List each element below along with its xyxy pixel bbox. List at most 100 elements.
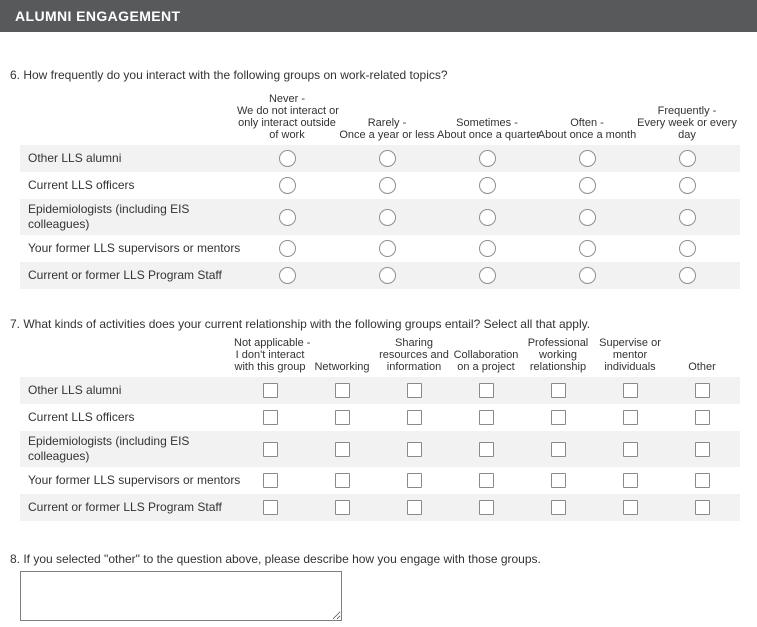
q6-row-current-lls-officers: Current LLS officers [20,172,740,199]
q7-option-cell [306,441,378,457]
checkbox-option[interactable] [262,410,278,425]
radio-option[interactable] [478,240,496,257]
checkbox-option[interactable] [550,410,566,425]
checkbox-option[interactable] [406,441,422,457]
q7-option-cell [594,473,666,488]
q6-column-header-sometimes: Sometimes - About once a quarter [437,117,540,141]
q6-option-cell [437,208,537,226]
checkbox-option[interactable] [406,473,422,488]
q6-column-headers: Never - We do not interact or only inter… [20,93,740,145]
q6-option-cell [537,208,637,226]
radio-option[interactable] [678,240,696,257]
row-label: Current LLS officers [28,178,135,192]
radio-option[interactable] [678,150,696,167]
checkbox-option[interactable] [694,410,710,425]
q6-option-cell [637,150,737,167]
checkbox-option[interactable] [262,383,278,398]
checkbox-option[interactable] [334,500,350,515]
q7-option-cell [378,473,450,488]
q7-option-cell [666,473,738,488]
q7-column-header-supervise: Supervise or mentor individuals [599,337,661,373]
q7-row-epidemiologists: Epidemiologists (including EIS colleague… [20,431,740,467]
q6-option-cell [337,177,437,194]
checkbox-option[interactable] [622,500,638,515]
radio-option[interactable] [378,177,396,194]
radio-option[interactable] [378,208,396,226]
radio-option[interactable] [578,150,596,167]
question-7-text: 7. What kinds of activities does your cu… [10,317,591,331]
radio-option[interactable] [578,208,596,226]
q7-row-current-lls-officers: Current LLS officers [20,404,740,431]
checkbox-option[interactable] [694,473,710,488]
checkbox-option[interactable] [550,383,566,398]
q7-option-cell [450,500,522,515]
radio-option[interactable] [578,240,596,257]
checkbox-option[interactable] [478,441,494,457]
row-label: Current or former LLS Program Staff [28,268,222,282]
radio-option[interactable] [478,177,496,194]
radio-option[interactable] [378,150,396,167]
radio-option[interactable] [278,208,296,226]
q6-option-cell [437,177,537,194]
question-6-matrix: Never - We do not interact or only inter… [20,93,757,289]
q7-option-cell [666,410,738,425]
q7-option-cell [522,441,594,457]
checkbox-option[interactable] [478,500,494,515]
q7-option-cell [306,500,378,515]
checkbox-option[interactable] [622,473,638,488]
checkbox-option[interactable] [550,441,566,457]
radio-option[interactable] [378,240,396,257]
row-label: Your former LLS supervisors or mentors [28,241,241,255]
radio-option[interactable] [378,267,396,284]
checkbox-option[interactable] [694,441,710,457]
radio-option[interactable] [478,267,496,284]
checkbox-option[interactable] [622,441,638,457]
checkbox-option[interactable] [262,441,278,457]
other-description-textarea[interactable] [20,571,342,621]
q7-option-cell [450,410,522,425]
q7-column-header-professional: Professional working relationship [527,337,589,373]
q6-option-cell [537,240,637,257]
checkbox-option[interactable] [550,473,566,488]
q7-option-cell [306,473,378,488]
checkbox-option[interactable] [622,383,638,398]
checkbox-option[interactable] [478,473,494,488]
checkbox-option[interactable] [334,473,350,488]
q6-option-cell [637,267,737,284]
checkbox-option[interactable] [262,473,278,488]
q6-column-header-never: Never - We do not interact or only inter… [237,93,339,141]
q7-option-cell [450,441,522,457]
radio-option[interactable] [578,267,596,284]
q7-column-header-networking: Networking [314,361,370,373]
checkbox-option[interactable] [478,410,494,425]
q7-column-header-collaboration: Collaboration on a project [453,349,519,373]
row-label: Epidemiologists (including EIS colleague… [28,202,190,231]
checkbox-option[interactable] [694,383,710,398]
radio-option[interactable] [278,267,296,284]
checkbox-option[interactable] [406,383,422,398]
radio-option[interactable] [278,240,296,257]
radio-option[interactable] [278,150,296,167]
checkbox-option[interactable] [334,410,350,425]
row-label: Other LLS alumni [28,383,122,397]
q6-option-cell [437,150,537,167]
q6-option-cell [337,208,437,226]
checkbox-option[interactable] [622,410,638,425]
checkbox-option[interactable] [478,383,494,398]
radio-option[interactable] [578,177,596,194]
q6-column-header-often: Often - About once a month [537,117,637,141]
radio-option[interactable] [678,267,696,284]
radio-option[interactable] [678,208,696,226]
radio-option[interactable] [478,150,496,167]
radio-option[interactable] [278,177,296,194]
radio-option[interactable] [478,208,496,226]
row-label: Current LLS officers [28,410,135,424]
checkbox-option[interactable] [334,441,350,457]
radio-option[interactable] [678,177,696,194]
checkbox-option[interactable] [694,500,710,515]
checkbox-option[interactable] [406,410,422,425]
checkbox-option[interactable] [550,500,566,515]
checkbox-option[interactable] [334,383,350,398]
checkbox-option[interactable] [406,500,422,515]
checkbox-option[interactable] [262,500,278,515]
